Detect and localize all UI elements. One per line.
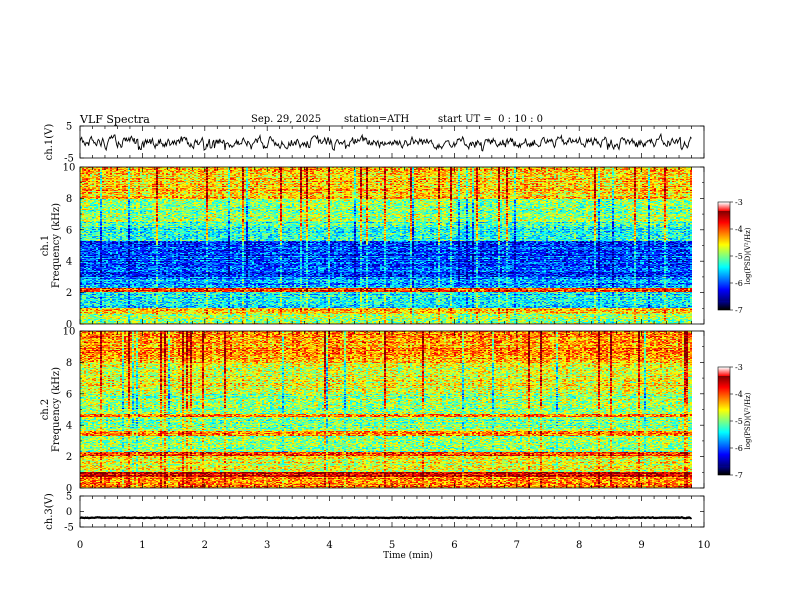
ch1-spec-ylabel-freq: Frequency (kHz) <box>51 203 62 288</box>
ch2-spec-y-tick-label: 8 <box>66 358 72 369</box>
ch3-wave-y-tick-label: -5 <box>64 523 74 534</box>
ch1-spec-y-tick-label: 10 <box>63 163 76 174</box>
ch1-spec-y-tick-label: 2 <box>66 288 72 299</box>
ch1-spec-ylabel-channel: ch.1 <box>40 235 51 257</box>
ch2-colorbar <box>718 367 730 475</box>
x-tick-label: 7 <box>514 540 520 551</box>
ch3-wave-y-tick-label: 0 <box>66 507 72 518</box>
ch1-colorbar-tick-label: -3 <box>735 198 743 207</box>
ch2-colorbar-tick-label: -5 <box>735 417 743 426</box>
ch3-waveform-line <box>79 515 693 520</box>
ch1-colorbar-tick-label: -5 <box>735 252 743 261</box>
ch1-colorbar-label: log(PSD)(V²/Hz) <box>744 227 752 284</box>
ch1-spec-y-tick-label: 6 <box>66 225 72 236</box>
ch1-colorbar-tick-label: -6 <box>735 279 743 288</box>
ch1-spec-y-tick-label: 8 <box>66 194 72 205</box>
x-tick-label: 5 <box>389 540 395 551</box>
x-tick-label: 9 <box>638 540 644 551</box>
ch2-spec-ylabel-freq: Frequency (kHz) <box>51 367 62 452</box>
ch2-spec-y-tick-label: 4 <box>66 421 72 432</box>
ch1-colorbar <box>718 202 730 310</box>
figure-title: VLF Spectra <box>80 113 150 126</box>
ch2-colorbar-frame <box>717 366 731 476</box>
ch2-colorbar-tick-label: -3 <box>735 363 743 372</box>
ch1-wave-y-tick-label: 5 <box>66 122 72 133</box>
ch2-colorbar-tick-label: -7 <box>735 471 743 480</box>
ch2-colorbar-tick-label: -4 <box>735 390 743 399</box>
panel-frame <box>79 166 705 325</box>
ch1-spec-y-tick-label: 0 <box>66 320 72 331</box>
x-tick-label: 3 <box>264 540 270 551</box>
ch1-spec-y-tick-label: 4 <box>66 257 72 268</box>
ch1-waveform-line <box>79 132 692 152</box>
ch1-wave-y-tick-label: -5 <box>64 154 74 165</box>
ch1-spectrogram <box>80 167 692 324</box>
ch2-colorbar-tick-label: -6 <box>735 444 743 453</box>
ch2-spec-y-tick-label: 0 <box>66 484 72 495</box>
panel-frame <box>79 330 705 489</box>
ch1-colorbar-tick-label: -7 <box>735 306 743 315</box>
start-ut-label: start UT = 0 : 10 : 0 <box>438 114 544 125</box>
x-tick-label: 0 <box>77 540 83 551</box>
ch1-wave-ylabel: ch.1(V) <box>44 124 55 161</box>
ch2-spec-y-tick-label: 6 <box>66 389 72 400</box>
x-tick-label: 8 <box>576 540 582 551</box>
ch2-spec-ylabel-channel: ch.2 <box>40 399 51 421</box>
ch2-spec-y-tick-label: 10 <box>63 327 76 338</box>
station-label: station=ATH <box>344 114 410 125</box>
ch2-spectrogram <box>80 331 692 488</box>
x-tick-label: 1 <box>139 540 145 551</box>
ch3-wave-ylabel: ch.3(V) <box>44 493 55 530</box>
x-tick-label: 6 <box>451 540 457 551</box>
ch1-colorbar-frame <box>717 201 731 311</box>
x-tick-label: 4 <box>326 540 332 551</box>
x-tick-label: 10 <box>698 540 711 551</box>
date-label: Sep. 29, 2025 <box>251 114 322 125</box>
x-axis-title: Time (min) <box>383 550 433 561</box>
ch1-colorbar-tick-label: -4 <box>735 225 743 234</box>
x-tick-label: 2 <box>202 540 208 551</box>
ch2-spec-y-tick-label: 2 <box>66 452 72 463</box>
ch2-colorbar-label: log(PSD)(V²/Hz) <box>744 392 752 449</box>
ch3-wave-y-tick-label: 5 <box>66 492 72 503</box>
